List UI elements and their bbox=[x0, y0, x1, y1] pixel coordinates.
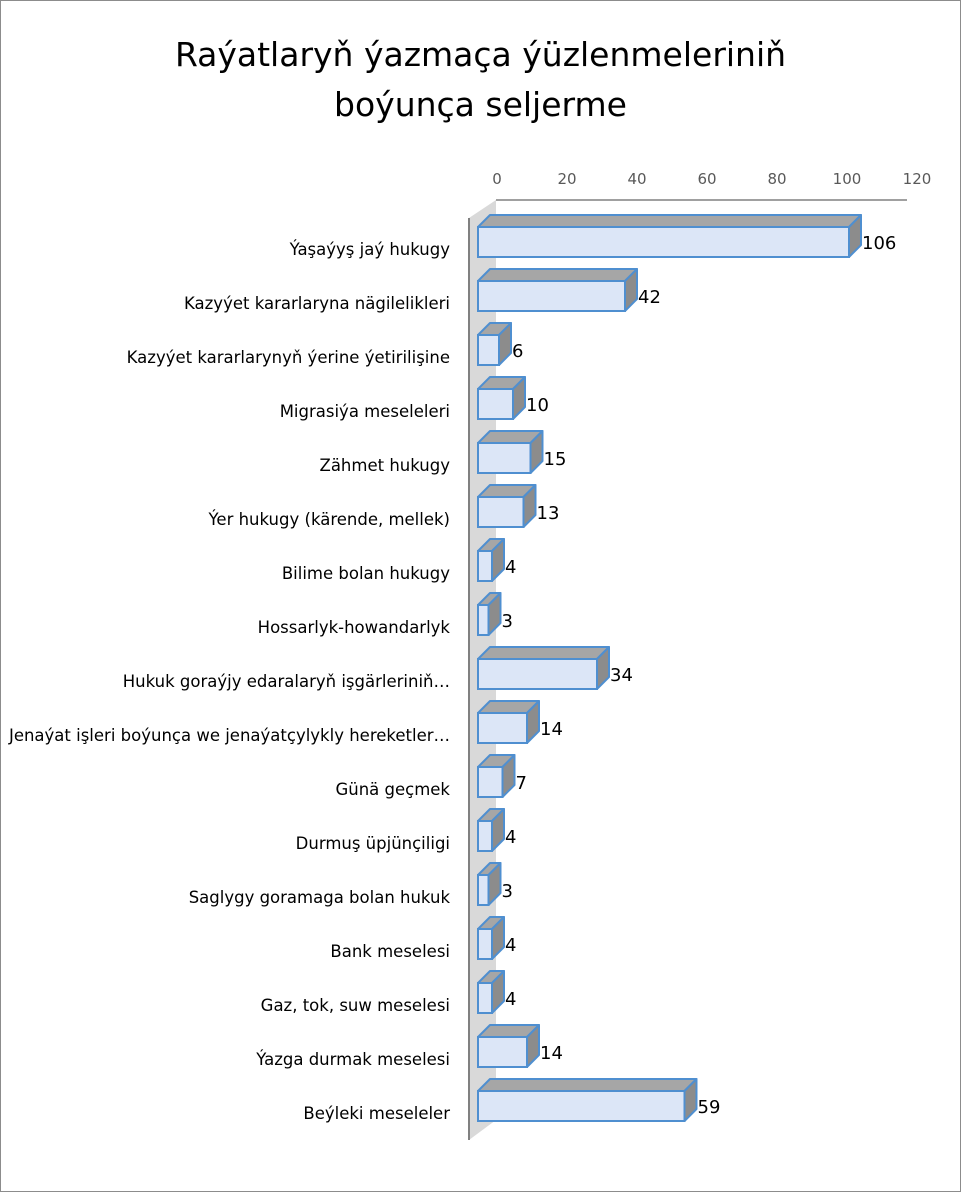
data-label: 106 bbox=[862, 233, 896, 254]
x-tick-label: 40 bbox=[627, 170, 646, 188]
bar bbox=[477, 646, 610, 690]
category-label: Kazyýet kararlaryna nägilelikleri bbox=[184, 294, 450, 313]
bar-top-face bbox=[477, 214, 862, 228]
bar-front-face bbox=[477, 1036, 528, 1068]
x-tick-label: 120 bbox=[903, 170, 932, 188]
bar bbox=[477, 970, 505, 1014]
bar bbox=[477, 484, 537, 528]
bar bbox=[477, 376, 526, 420]
data-label: 7 bbox=[516, 773, 527, 794]
x-tick-label: 0 bbox=[492, 170, 502, 188]
bar bbox=[477, 808, 505, 852]
bar-front-face bbox=[477, 550, 493, 582]
data-label: 3 bbox=[502, 611, 513, 632]
bar-front-face bbox=[477, 1090, 686, 1122]
data-label: 4 bbox=[505, 989, 516, 1010]
data-label: 15 bbox=[544, 449, 567, 470]
category-label: Durmuş üpjünçiligi bbox=[296, 834, 450, 853]
bar bbox=[477, 538, 505, 582]
x-tick-label: 20 bbox=[557, 170, 576, 188]
data-label: 42 bbox=[638, 287, 661, 308]
category-label: Günä geçmek bbox=[335, 780, 450, 799]
category-label: Beýleki meseleler bbox=[303, 1104, 450, 1123]
data-label: 10 bbox=[526, 395, 549, 416]
x-tick-label: 100 bbox=[833, 170, 862, 188]
chart-title: Raýatlaryň ýazmaça ýüzlenmeleriniň boýun… bbox=[0, 30, 961, 130]
bar-front-face bbox=[477, 604, 490, 636]
data-label: 3 bbox=[502, 881, 513, 902]
bar-front-face bbox=[477, 658, 598, 690]
bar bbox=[477, 592, 502, 636]
category-label: Kazyýet kararlarynyň ýerine ýetirilişine bbox=[127, 348, 450, 367]
bar bbox=[477, 322, 512, 366]
category-label: Ýer hukugy (kärende, mellek) bbox=[208, 510, 450, 529]
bar-front-face bbox=[477, 496, 525, 528]
bar bbox=[477, 214, 862, 258]
bar-front-face bbox=[477, 874, 490, 906]
bar bbox=[477, 1024, 540, 1068]
category-label: Zähmet hukugy bbox=[320, 456, 451, 475]
category-label: Hukuk goraýjy edaralaryň işgärleriniň… bbox=[123, 672, 450, 691]
bar-front-face bbox=[477, 928, 493, 960]
bar-front-face bbox=[477, 442, 532, 474]
category-label: Ýazga durmak meselesi bbox=[255, 1050, 450, 1069]
category-label: Saglygy goramaga bolan hukuk bbox=[189, 888, 451, 907]
bar-front-face bbox=[477, 820, 493, 852]
category-label: Jenaýat işleri boýunça we jenaýatçylykly… bbox=[8, 726, 450, 745]
category-label: Bilime bolan hukugy bbox=[282, 564, 450, 583]
data-label: 14 bbox=[540, 1043, 563, 1064]
bar bbox=[477, 1078, 698, 1122]
bar-front-face bbox=[477, 226, 850, 258]
data-label: 34 bbox=[610, 665, 633, 686]
category-label: Migrasiýa meseleleri bbox=[280, 402, 450, 421]
bar-front-face bbox=[477, 766, 504, 798]
data-label: 4 bbox=[505, 827, 516, 848]
data-label: 6 bbox=[512, 341, 523, 362]
category-label: Bank meselesi bbox=[330, 942, 450, 961]
data-label: 59 bbox=[698, 1097, 721, 1118]
bar-front-face bbox=[477, 712, 528, 744]
data-label: 4 bbox=[505, 557, 516, 578]
bar-front-face bbox=[477, 388, 514, 420]
category-label: Ýaşaýyş jaý hukugy bbox=[289, 240, 451, 259]
bar-front-face bbox=[477, 280, 626, 312]
chart-title-line-2: boýunça seljerme bbox=[334, 85, 627, 124]
bar bbox=[477, 862, 502, 906]
bar-top-face bbox=[477, 1078, 698, 1092]
bar bbox=[477, 430, 544, 474]
category-label: Gaz, tok, suw meselesi bbox=[261, 996, 450, 1015]
bar-top-face bbox=[477, 646, 610, 660]
data-label: 4 bbox=[505, 935, 516, 956]
bar bbox=[477, 268, 638, 312]
bar bbox=[477, 916, 505, 960]
bar-front-face bbox=[477, 334, 500, 366]
data-label: 14 bbox=[540, 719, 563, 740]
bar-top-face bbox=[477, 268, 638, 282]
category-label: Hossarlyk-howandarlyk bbox=[258, 618, 451, 637]
x-tick-label: 80 bbox=[767, 170, 786, 188]
bar bbox=[477, 754, 516, 798]
x-tick-label: 60 bbox=[697, 170, 716, 188]
data-label: 13 bbox=[537, 503, 560, 524]
bar-front-face bbox=[477, 982, 493, 1014]
bar bbox=[477, 700, 540, 744]
chart-title-line-1: Raýatlaryň ýazmaça ýüzlenmeleriniň bbox=[174, 35, 787, 74]
